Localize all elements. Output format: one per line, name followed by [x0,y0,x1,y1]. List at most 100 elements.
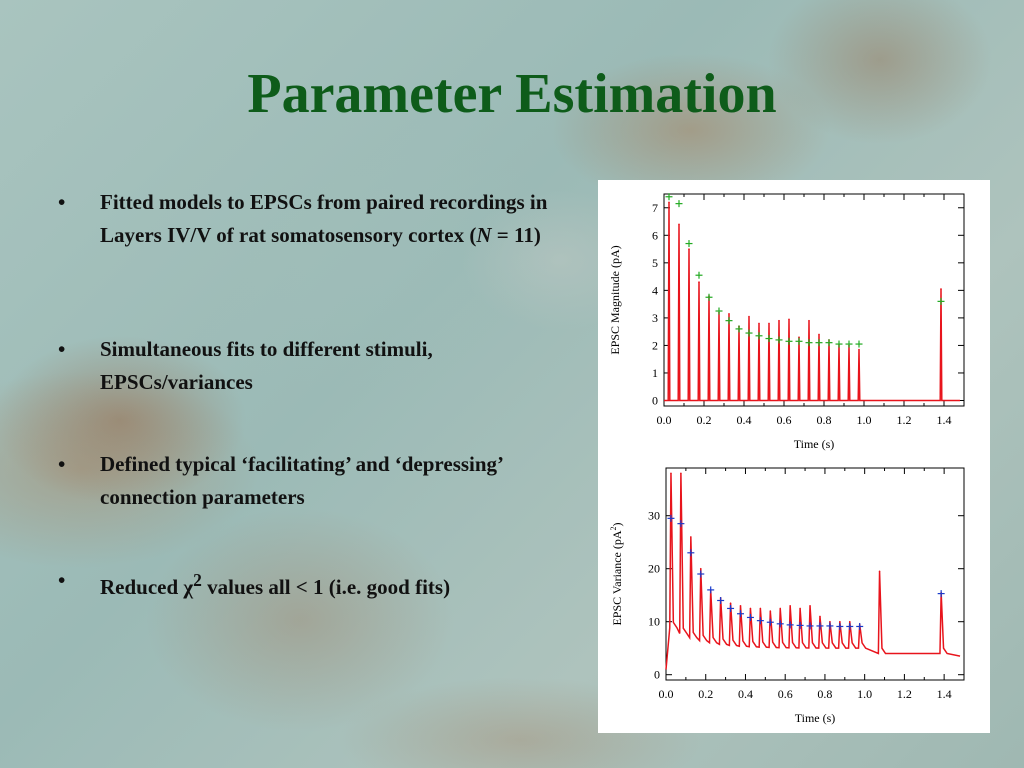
plot-frame [663,193,965,407]
x-tick-label: 0.4 [738,687,753,701]
y-axis-label-text: EPSC Variance (pA [610,530,624,625]
fit-marker [705,293,713,301]
plot-frame [665,467,965,681]
y-tick-label: 4 [652,283,658,297]
fit-marker [675,200,683,208]
trace-peak-point [769,610,772,612]
fit-marker [855,340,863,348]
x-tick-label: 1.4 [937,687,952,701]
fit-marker [715,307,723,315]
fit-marker [937,297,945,305]
fit-marker [725,317,733,325]
y-axis-label: EPSC Variance (pA2) [609,522,624,625]
fit-marker [845,340,853,348]
trace-peak-point [678,223,680,226]
fit-marker [816,622,824,630]
x-tick-label: 1.2 [897,413,912,427]
fit-marker [825,339,833,347]
y-tick-label: 1 [652,366,658,380]
x-tick-label: 1.4 [937,413,952,427]
fit-marker [796,621,804,629]
slide-title: Parameter Estimation [247,63,777,125]
y-tick-label: 0 [652,393,658,407]
y-tick-label: 2 [652,338,658,352]
y-tick-label: 20 [648,562,660,576]
bullet-text: Defined typical ‘facilitating’ and ‘depr… [100,452,503,509]
y-tick-label: 3 [652,311,658,325]
fit-marker [766,618,774,626]
x-tick-label: 0.8 [817,413,832,427]
bullet-icon: • [58,337,66,361]
trace-peak-point [778,319,780,322]
fit-marker [695,271,703,279]
trace-peak-point [668,201,670,204]
trace-peak-point [940,288,942,290]
trace-peak-point [878,570,881,573]
x-tick-label: 0.6 [778,687,793,701]
fit-marker [677,520,685,528]
fit-marker [826,622,834,630]
fit-marker [765,335,773,343]
bullet-icon: • [58,452,66,476]
bullet-text: Simultaneous fits to different stimuli, … [100,337,433,394]
x-tick-label: 0.0 [657,413,672,427]
figure-panel: 0.0 0.2 0.4 0.6 0.8 1.0 1.2 1.4 0 1 2 3 4 5 6 7 Time (s)… [598,180,990,733]
trace-peak-point [690,536,692,538]
trace-peak-point [798,336,800,338]
x-tick-label: 0.8 [817,687,832,701]
bullet-text: Reduced χ2 values all < 1 (i.e. good fit… [100,570,451,599]
trace-peak-point [698,281,700,283]
trace-peak-point [729,602,732,604]
fit-marker [755,332,763,340]
trace-peak-point [799,607,801,610]
fit-marker [846,622,854,630]
x-tick-label: 1.0 [857,413,872,427]
fit-marker [815,339,823,347]
trace-peak-point [728,312,730,315]
trace-peak-point [688,248,690,250]
trace-peak-point [768,322,770,325]
trace-peak-point [848,620,851,623]
fit-marker [727,604,735,612]
y-tick-label: 7 [652,201,658,215]
y-tick-label: 0 [654,668,660,682]
trace-peak-point [809,605,811,607]
trace-peak-point [829,620,831,623]
x-tick-label: 0.2 [698,687,713,701]
fit-marker [737,610,744,618]
fit-marker [685,240,693,248]
fit-marker [856,622,864,630]
bullet-text: Fitted models to EPSCs from paired recor… [100,190,548,247]
fit-marker [835,340,843,348]
fit-marker [805,339,813,347]
bullet-icon: • [58,190,66,214]
trace-peak-point [749,607,752,610]
trace-peak-point [739,605,742,607]
x-tick-label: 0.2 [697,413,712,427]
trace-peak-point [839,620,841,623]
fit-marker [735,325,743,333]
y-axis-label: EPSC Magnitude (pA) [608,245,622,354]
epsc-trace-magnitude [664,202,960,402]
fit-marker [717,597,725,604]
trace-peak-point [819,615,821,618]
fit-marker [836,622,844,630]
fit-marker [746,613,754,621]
trace-peak-point [699,567,702,570]
trace-peak-point [818,333,820,336]
y-axis-label-post: ) [610,522,624,526]
trace-peak-point [789,605,791,607]
chart-magnitude: 0.0 0.2 0.4 0.6 0.8 1.0 1.2 1.4 0 1 2 3 4 5 6 7 Time (s)… [608,193,965,451]
x-tick-label: 0.6 [777,413,792,427]
fit-marker [776,620,784,628]
fit-marker [687,549,695,557]
fit-marker [665,193,673,201]
fit-marker [745,329,753,337]
fit-marker [667,514,675,522]
trace-peak-point [788,318,790,321]
trace-peak-point [758,322,760,325]
trace-peak-point [670,472,672,475]
x-axis-label: Time (s) [794,437,835,451]
y-tick-label: 10 [648,615,660,629]
trace-peak-point [748,315,750,318]
